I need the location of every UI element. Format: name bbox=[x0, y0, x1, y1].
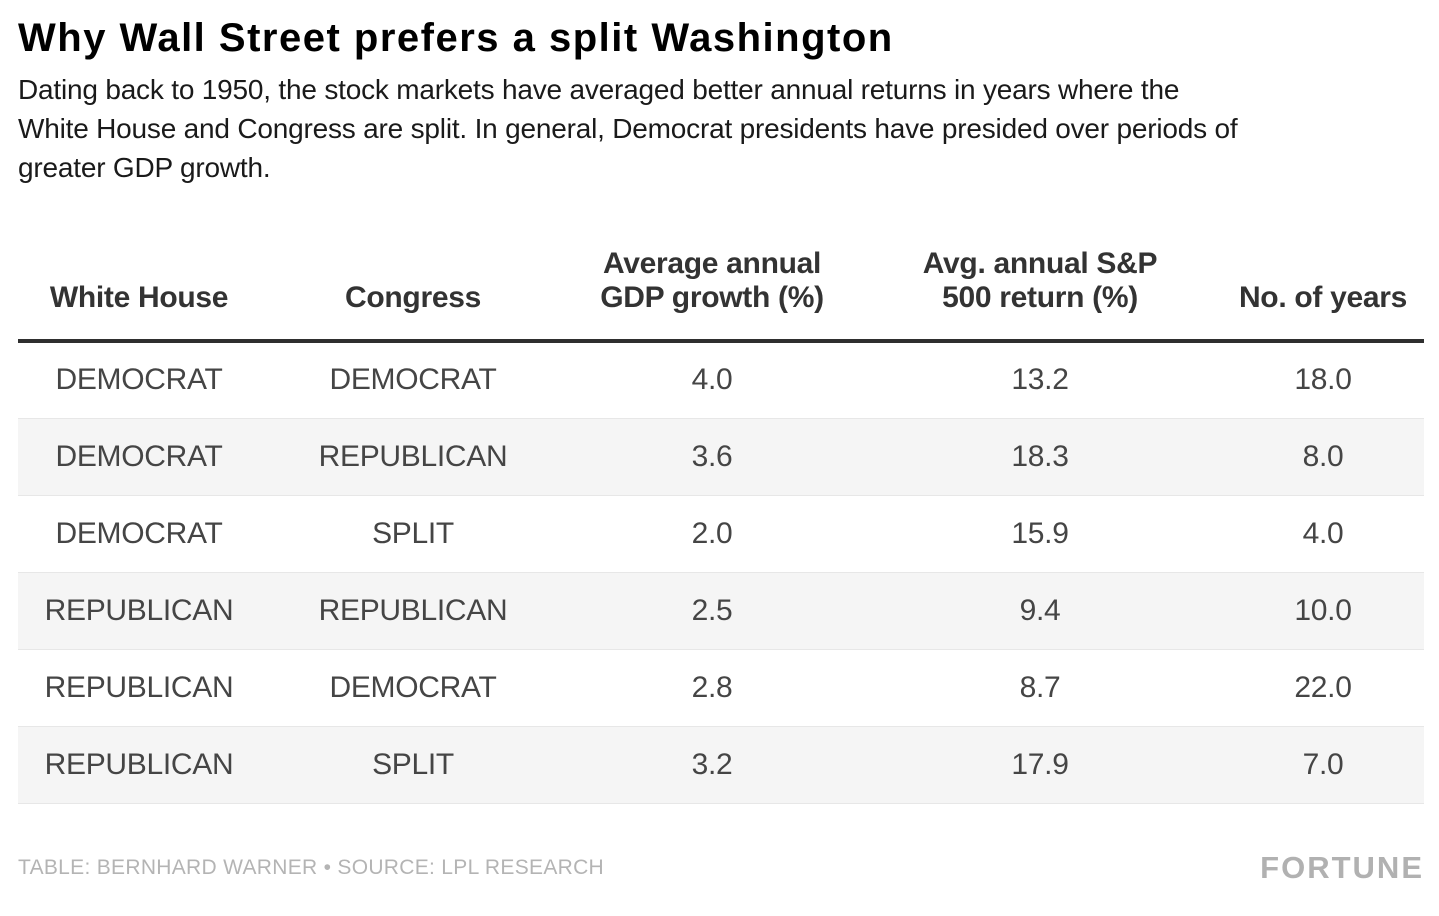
cell-sp500-return: 18.3 bbox=[1011, 439, 1069, 473]
cell-sp500-return: 8.7 bbox=[1019, 670, 1061, 704]
cell-congress: DEMOCRAT bbox=[329, 670, 497, 704]
table-row: REPUBLICAN SPLIT 3.2 17.9 7.0 bbox=[18, 726, 1424, 803]
cell-white-house: DEMOCRAT bbox=[55, 516, 223, 550]
table-row: DEMOCRAT DEMOCRAT 4.0 13.2 18.0 bbox=[18, 341, 1424, 418]
subtitle-line: Dating back to 1950, the stock markets h… bbox=[18, 74, 1180, 105]
subtitle-line: White House and Congress are split. In g… bbox=[18, 113, 1238, 144]
cell-gdp-growth: 4.0 bbox=[691, 363, 733, 397]
credit-line: TABLE: BERNHARD WARNER • SOURCE: LPL RES… bbox=[18, 855, 605, 879]
cell-years: 22.0 bbox=[1294, 670, 1352, 704]
table-row: DEMOCRAT SPLIT 2.0 15.9 4.0 bbox=[18, 495, 1424, 572]
column-header-years: No. of years bbox=[1222, 243, 1424, 343]
fortune-logo: FORTUNE bbox=[1260, 849, 1424, 885]
cell-sp500-return: 17.9 bbox=[1011, 747, 1069, 781]
cell-white-house: REPUBLICAN bbox=[44, 670, 234, 704]
data-table: White House Congress Average annual GDP … bbox=[18, 243, 1424, 804]
subtitle-line: greater GDP growth. bbox=[18, 152, 271, 183]
cell-white-house: REPUBLICAN bbox=[44, 747, 234, 781]
cell-gdp-growth: 2.0 bbox=[691, 516, 733, 550]
cell-white-house: DEMOCRAT bbox=[55, 363, 223, 397]
footer: TABLE: BERNHARD WARNER • SOURCE: LPL RES… bbox=[18, 850, 1424, 886]
cell-white-house: DEMOCRAT bbox=[55, 439, 223, 473]
column-header-white-house: White House bbox=[18, 243, 260, 343]
cell-gdp-growth: 2.5 bbox=[691, 593, 733, 627]
column-header-sp500-return: Avg. annual S&P 500 return (%) bbox=[858, 243, 1222, 343]
cell-congress: DEMOCRAT bbox=[329, 363, 497, 397]
cell-congress: SPLIT bbox=[372, 747, 454, 781]
page-title: Why Wall Street prefers a split Washingt… bbox=[18, 16, 894, 60]
table-row: DEMOCRAT REPUBLICAN 3.6 18.3 8.0 bbox=[18, 418, 1424, 495]
table-row: REPUBLICAN REPUBLICAN 2.5 9.4 10.0 bbox=[18, 572, 1424, 649]
cell-years: 4.0 bbox=[1302, 516, 1344, 550]
cell-gdp-growth: 3.2 bbox=[691, 747, 733, 781]
header-row: White House Congress Average annual GDP … bbox=[18, 243, 1424, 343]
cell-years: 8.0 bbox=[1302, 439, 1344, 473]
cell-congress: REPUBLICAN bbox=[318, 593, 508, 627]
cell-white-house: REPUBLICAN bbox=[44, 593, 234, 627]
cell-sp500-return: 9.4 bbox=[1019, 593, 1061, 627]
column-header-congress: Congress bbox=[260, 243, 566, 343]
chart-subtitle: Dating back to 1950, the stock markets h… bbox=[18, 70, 1424, 187]
table-row: REPUBLICAN DEMOCRAT 2.8 8.7 22.0 bbox=[18, 649, 1424, 726]
cell-sp500-return: 13.2 bbox=[1011, 363, 1069, 397]
cell-gdp-growth: 2.8 bbox=[691, 670, 733, 704]
cell-years: 7.0 bbox=[1302, 747, 1344, 781]
column-header-gdp-growth: Average annual GDP growth (%) bbox=[566, 243, 858, 343]
cell-years: 10.0 bbox=[1294, 593, 1352, 627]
cell-congress: SPLIT bbox=[372, 516, 454, 550]
cell-gdp-growth: 3.6 bbox=[691, 439, 733, 473]
cell-sp500-return: 15.9 bbox=[1011, 516, 1069, 550]
cell-years: 18.0 bbox=[1294, 363, 1352, 397]
cell-congress: REPUBLICAN bbox=[318, 439, 508, 473]
